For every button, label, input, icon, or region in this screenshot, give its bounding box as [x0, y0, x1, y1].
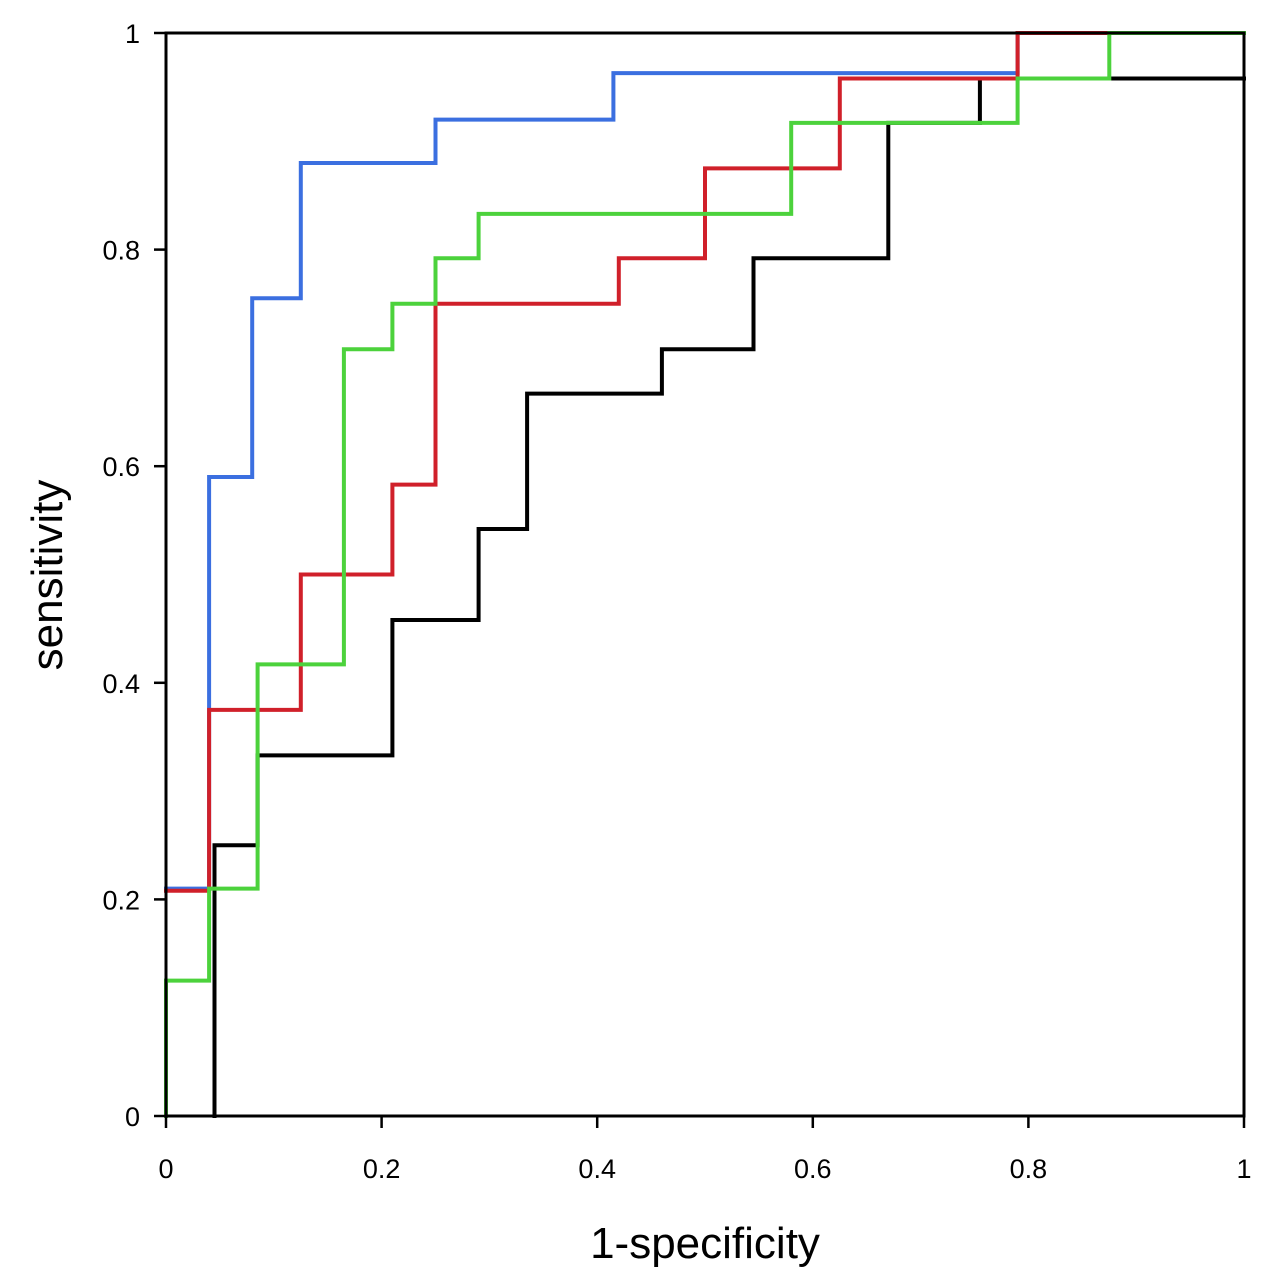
roc-series-3 — [164, 31, 1246, 1118]
roc-series-0 — [212, 76, 1246, 1118]
y-tick-label-0: 0 — [125, 1102, 140, 1132]
x-tick-label-5: 1 — [1236, 1154, 1251, 1184]
y-axis: 0 0.2 0.4 0.6 0.8 1 — [102, 19, 166, 1132]
x-tick-label-3: 0.6 — [794, 1154, 832, 1184]
x-tick-label-0: 0 — [158, 1154, 173, 1184]
y-tick-label-1: 0.2 — [102, 885, 140, 915]
y-tick-label-5: 1 — [125, 19, 140, 49]
x-tick-label-4: 0.8 — [1010, 1154, 1048, 1184]
series-layer — [164, 31, 1246, 1118]
x-tick-label-2: 0.4 — [578, 1154, 616, 1184]
y-tick-label-2: 0.4 — [102, 669, 140, 699]
x-axis: 0 0.2 0.4 0.6 0.8 1 — [158, 1116, 1252, 1184]
y-tick-label-3: 0.6 — [102, 452, 140, 482]
plot-frame — [164, 31, 1246, 1118]
roc-series-1 — [164, 31, 1246, 891]
roc-series-2 — [164, 31, 1246, 893]
y-tick-label-4: 0.8 — [102, 236, 140, 266]
y-axis-title: sensitivity — [23, 480, 72, 671]
x-axis-title: 1-specificity — [590, 1219, 820, 1268]
x-tick-label-1: 0.2 — [363, 1154, 401, 1184]
